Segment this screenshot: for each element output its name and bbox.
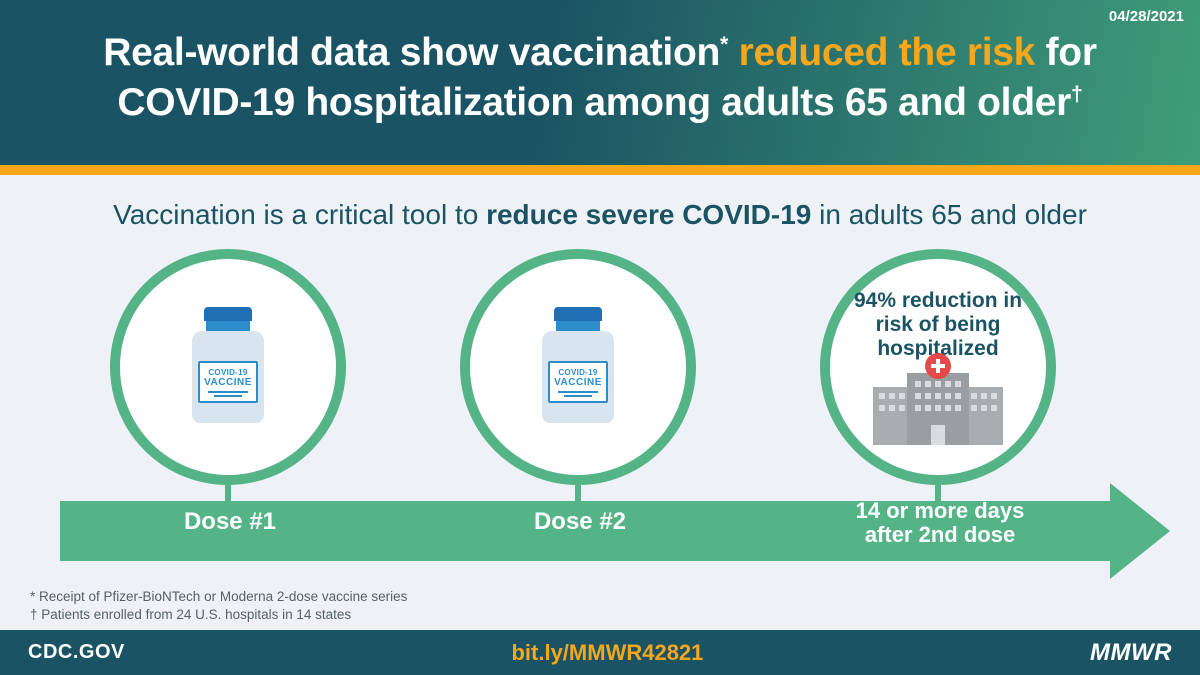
timeline-label-result: 14 or more days after 2nd dose: [790, 499, 1090, 547]
circle-result: 94% reduction in risk of being hospitali…: [820, 249, 1056, 485]
vaccine-vial-icon: COVID-19 VACCINE: [188, 307, 268, 427]
footer-bar: CDC.GOV bit.ly/MMWR42821 MMWR: [0, 630, 1200, 675]
timeline-node-dose2: COVID-19 VACCINE: [460, 249, 696, 509]
timeline-label-dose1: Dose #1: [80, 509, 380, 535]
footnotes: * Receipt of Pfizer-BioNTech or Moderna …: [30, 588, 407, 624]
subheadline: Vaccination is a critical tool to reduce…: [30, 199, 1170, 231]
vial-label-2: VACCINE: [554, 377, 602, 388]
hospital-icon: [873, 367, 1003, 445]
headline-asterisk: *: [720, 32, 728, 56]
subhead-post: in adults 65 and older: [811, 199, 1087, 230]
vial-label-1: COVID-19: [208, 368, 247, 377]
arrow-head-icon: [1110, 483, 1170, 579]
timeline-stage: COVID-19 VACCINE Dose #1 COVID-19 VACCIN…: [30, 249, 1170, 589]
header-banner: 04/28/2021 Real-world data show vaccinat…: [0, 0, 1200, 165]
vial-label-2: VACCINE: [204, 377, 252, 388]
timeline-node-result: 94% reduction in risk of being hospitali…: [820, 249, 1056, 509]
vial-label-1: COVID-19: [558, 368, 597, 377]
timeline-label-result-text: 14 or more days after 2nd dose: [856, 498, 1025, 547]
publish-date: 04/28/2021: [1109, 8, 1184, 25]
body-area: Vaccination is a critical tool to reduce…: [0, 175, 1200, 630]
headline: Real-world data show vaccination* reduce…: [40, 28, 1160, 128]
headline-part2: for: [1046, 31, 1097, 74]
footnote-1: * Receipt of Pfizer-BioNTech or Moderna …: [30, 588, 407, 606]
vaccine-vial-icon: COVID-19 VACCINE: [538, 307, 618, 427]
headline-part1: Real-world data show vaccination: [103, 31, 720, 74]
headline-dagger: †: [1071, 82, 1083, 106]
accent-bar: [0, 165, 1200, 175]
footer-brand: MMWR: [1090, 639, 1172, 667]
headline-line2: COVID-19 hospitalization among adults 65…: [117, 81, 1071, 124]
connector: [225, 485, 231, 509]
subhead-bold: reduce severe COVID-19: [486, 199, 811, 230]
connector: [575, 485, 581, 509]
timeline-node-dose1: COVID-19 VACCINE: [110, 249, 346, 509]
footnote-2: † Patients enrolled from 24 U.S. hospita…: [30, 606, 407, 624]
footer-link: bit.ly/MMWR42821: [511, 640, 703, 666]
footer-source: CDC.GOV: [28, 641, 125, 664]
headline-emphasis: reduced the risk: [728, 31, 1046, 74]
subhead-pre: Vaccination is a critical tool to: [113, 199, 486, 230]
circle-dose2: COVID-19 VACCINE: [460, 249, 696, 485]
circle-dose1: COVID-19 VACCINE: [110, 249, 346, 485]
timeline-label-dose2: Dose #2: [430, 509, 730, 535]
